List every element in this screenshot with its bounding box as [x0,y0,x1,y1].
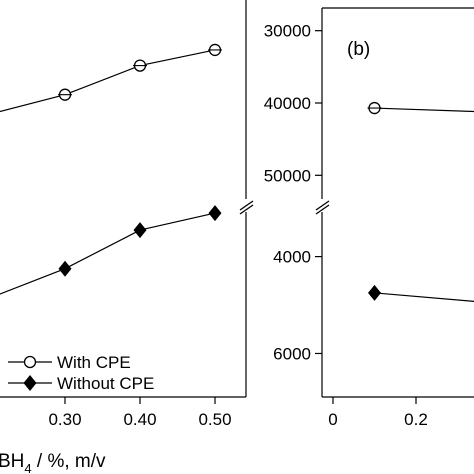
axis-break-marks [239,200,330,215]
left-series-line-without-cpe [0,212,216,295]
left-chart-panel: 00.300.400.50 BH4 / %, m/v With CPEWitho… [0,0,247,474]
legend-label: Without CPE [57,374,154,393]
right-series-line-with-cpe [374,107,474,113]
legend: With CPE Without CPE [8,353,154,393]
right-series-line-without-cpe [374,292,474,302]
right-y-tick-label: 30000 [264,22,311,41]
legend-marker-diamond [23,375,37,391]
right-y-tick-label: 6000 [273,344,311,363]
right-y-tick-label: 50000 [264,166,311,185]
data-point-without-cpe [368,284,381,301]
left-x-tick-label: 0.40 [123,410,156,429]
panel-label: (b) [347,39,370,60]
left-x-tick-label: 0.30 [48,410,81,429]
right-x-tick-label: 0.2 [404,410,428,429]
right-y-tick-label: 40000 [264,94,311,113]
legend-label: With CPE [57,353,131,372]
right-x-tick-label: 0 [328,410,337,429]
left-series-line-with-cpe [0,49,216,113]
data-point-without-cpe [208,205,222,222]
left-x-tick-label: 0.50 [198,410,231,429]
data-point-without-cpe [58,260,72,277]
right-y-tick-label: 4000 [273,248,311,267]
legend-marker-circle [23,355,37,369]
data-point-without-cpe [133,222,147,239]
left-x-axis-label: BH4 / %, m/v [0,451,106,474]
